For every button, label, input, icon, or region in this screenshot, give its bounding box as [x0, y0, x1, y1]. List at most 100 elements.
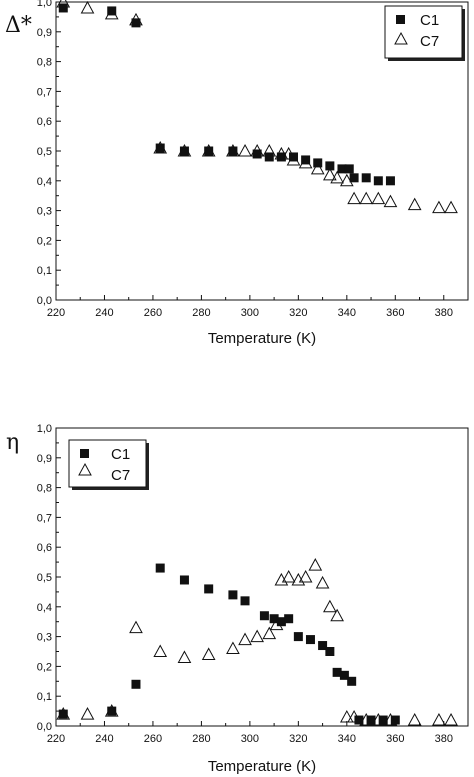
- point-c1: [276, 617, 286, 627]
- point-c7: [432, 712, 446, 726]
- point-c1: [107, 706, 117, 716]
- point-c7: [371, 712, 386, 726]
- point-c7: [407, 197, 422, 211]
- y-tick-label: 0,6: [37, 542, 52, 554]
- y-tick-label: 0,6: [37, 116, 52, 128]
- y-tick-label: 0,4: [37, 602, 52, 614]
- x-tick-label: 300: [241, 307, 259, 319]
- x-axis-ticks: 220 240 260 280 300 320 340 360 380: [47, 721, 453, 745]
- point-c7: [226, 143, 240, 157]
- x-tick-label: 260: [144, 307, 162, 319]
- point-c1: [361, 173, 371, 183]
- point-c7: [262, 626, 277, 640]
- y-axis-ticks: 0,0 0,1 0,2 0,3 0,4 0,5 0,6 0,7 0,8 0,9 1,0: [37, 0, 61, 307]
- point-c1: [240, 596, 250, 606]
- data-points: [56, 558, 458, 726]
- y-axis-ticks: 0,0 0,1 0,2 0,3 0,4 0,5 0,6 0,7 0,8 0,9 1,0: [37, 423, 61, 733]
- y-tick-label: 0,1: [37, 691, 52, 703]
- point-c1: [301, 155, 311, 165]
- point-c7: [201, 647, 216, 660]
- point-c1: [332, 667, 342, 677]
- legend-label-c1: C1: [111, 446, 130, 463]
- chart-eta: 220 240 260 280 300 320 340 360 380 0,0 0,1 0,2 0,3…: [6, 423, 469, 775]
- y-tick-label: 0,0: [37, 721, 52, 733]
- y-tick-label: 0,7: [37, 86, 52, 98]
- x-tick-label: 380: [435, 733, 453, 745]
- point-c7: [407, 712, 422, 726]
- y-tick-label: 0,8: [37, 57, 52, 69]
- x-tick-label: 340: [338, 733, 356, 745]
- point-c7: [286, 152, 301, 166]
- legend-marker-c7: [78, 462, 92, 476]
- point-c7: [238, 143, 252, 157]
- point-c7: [274, 146, 289, 160]
- point-c1: [107, 6, 117, 16]
- y-tick-label: 0,2: [37, 661, 52, 673]
- y-tick-label: 0,9: [37, 453, 52, 465]
- x-tick-label: 280: [192, 307, 210, 319]
- point-c7: [383, 712, 398, 726]
- y-tick-label: 0,7: [37, 512, 52, 524]
- legend-label-c1: C1: [420, 12, 439, 29]
- point-c7: [383, 194, 398, 208]
- legend-label-c7: C7: [111, 467, 130, 484]
- point-c7: [359, 712, 374, 726]
- point-c7: [281, 569, 296, 583]
- x-axis-label: Temperature (K): [208, 330, 316, 347]
- point-c1: [131, 18, 141, 28]
- point-c7: [238, 632, 252, 646]
- y-tick-label: 0,1: [37, 265, 52, 277]
- y-tick-label: 0,9: [37, 27, 52, 39]
- chart-delta-star: 220 240 260 280 300 320 340 360 380 0,0 0,1 0,2 0,3…: [5, 0, 469, 347]
- point-c1: [259, 611, 269, 621]
- point-c7: [281, 146, 296, 160]
- point-c7: [269, 617, 284, 631]
- point-c1: [366, 715, 376, 725]
- point-c7: [310, 161, 325, 175]
- point-c7: [80, 0, 95, 14]
- point-c7: [226, 641, 240, 655]
- point-c1: [347, 676, 357, 686]
- y-tick-label: 0,8: [37, 483, 52, 495]
- point-c1: [378, 715, 388, 725]
- point-c7: [339, 173, 354, 187]
- x-tick-label: 340: [338, 307, 356, 319]
- point-c1: [276, 152, 286, 162]
- point-c1: [204, 584, 214, 594]
- x-tick-label: 220: [47, 307, 65, 319]
- y-axis-label: Δ*: [5, 13, 32, 38]
- legend-marker-c7: [394, 31, 408, 45]
- point-c7: [323, 599, 337, 613]
- x-tick-label: 360: [386, 307, 404, 319]
- point-c1: [155, 143, 165, 153]
- point-c7: [330, 608, 344, 622]
- point-c7: [104, 6, 119, 20]
- point-c7: [177, 143, 192, 157]
- point-c7: [177, 650, 192, 663]
- point-c7: [56, 0, 71, 8]
- x-tick-label: 360: [386, 733, 404, 745]
- x-axis-ticks: 220 240 260 280 300 320 340 360 380: [47, 295, 453, 319]
- point-c7: [250, 629, 264, 643]
- y-tick-label: 1,0: [37, 423, 52, 435]
- legend-marker-c1: [396, 15, 405, 24]
- point-c7: [298, 155, 313, 169]
- point-c7: [153, 644, 168, 657]
- point-c7: [153, 140, 168, 154]
- y-axis-label: η: [6, 430, 19, 455]
- point-c1: [179, 146, 189, 156]
- point-c1: [228, 146, 238, 156]
- x-tick-label: 240: [95, 733, 113, 745]
- point-c7: [250, 143, 264, 157]
- point-c1: [337, 164, 347, 174]
- x-tick-label: 300: [241, 733, 259, 745]
- x-tick-label: 320: [289, 733, 307, 745]
- point-c1: [325, 161, 335, 171]
- point-c7: [129, 12, 143, 26]
- legend-marker-c1: [80, 449, 89, 458]
- x-tick-label: 240: [95, 307, 113, 319]
- point-c1: [390, 715, 400, 725]
- y-tick-label: 0,3: [37, 206, 52, 218]
- point-c7: [80, 707, 95, 720]
